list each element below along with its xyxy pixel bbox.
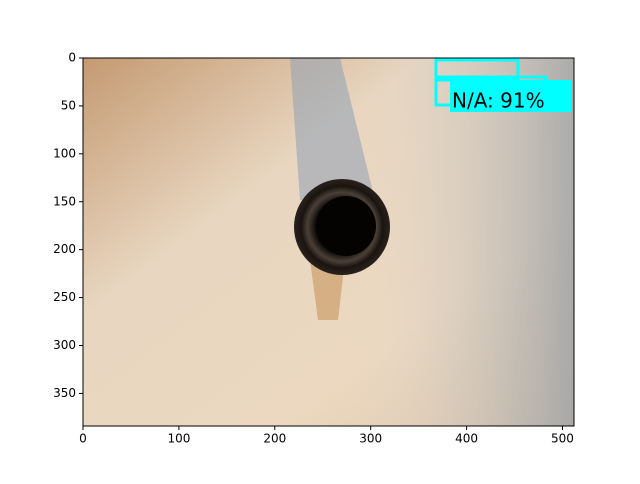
x-tick-label: 500 [551, 432, 574, 446]
y-tick-label: 0 [68, 51, 76, 65]
x-tick-label: 0 [79, 432, 87, 446]
x-tick-label: 300 [359, 432, 382, 446]
x-tick-label: 200 [263, 432, 286, 446]
y-tick-label: 50 [61, 98, 76, 112]
y-tick-label: 350 [53, 386, 76, 400]
y-tick-label: 250 [53, 290, 76, 304]
x-tick-label: 400 [455, 432, 478, 446]
y-tick-label: 150 [53, 194, 76, 208]
photo: N/A: 91% [83, 58, 574, 426]
axes-frame [82, 57, 575, 427]
y-tick-label: 100 [53, 146, 76, 160]
x-tick-label: 100 [167, 432, 190, 446]
detection-label: N/A: 91% [452, 89, 545, 113]
y-tick-label: 300 [53, 338, 76, 352]
y-tick-label: 200 [53, 242, 76, 256]
